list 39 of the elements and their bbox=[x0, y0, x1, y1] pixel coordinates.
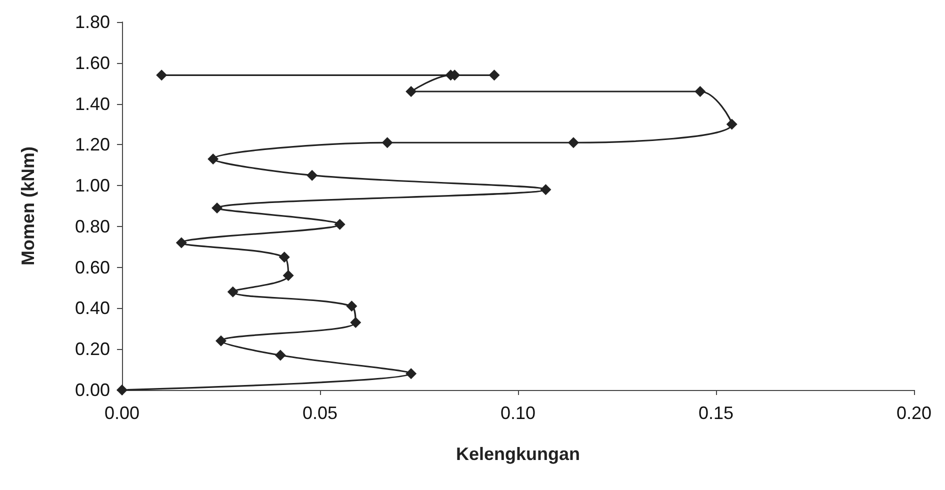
point bbox=[116, 384, 128, 396]
x-tick-label: 0.10 bbox=[500, 403, 536, 423]
x-tick-label: 0.15 bbox=[698, 403, 734, 423]
point bbox=[694, 86, 706, 98]
point bbox=[406, 368, 417, 380]
y-tick-label: 0.00 bbox=[74, 380, 110, 400]
y-tick-label: 1.60 bbox=[74, 52, 110, 73]
y-tick-label: 0.40 bbox=[74, 298, 110, 318]
point bbox=[346, 300, 358, 312]
point bbox=[334, 218, 346, 230]
point bbox=[488, 70, 500, 81]
x-tick-label: 0.00 bbox=[104, 403, 140, 423]
y-tick-label: 0.80 bbox=[74, 216, 110, 236]
x-tick-label: 0.05 bbox=[302, 403, 338, 423]
point bbox=[216, 335, 226, 346]
point bbox=[350, 317, 362, 328]
point bbox=[306, 170, 318, 181]
x-tick-label: 0.20 bbox=[896, 403, 932, 423]
y-tick-label: 1.00 bbox=[74, 176, 110, 196]
point bbox=[282, 270, 294, 282]
point bbox=[227, 286, 238, 298]
y-tick-label: 1.40 bbox=[74, 94, 110, 114]
point bbox=[726, 118, 738, 130]
point bbox=[176, 237, 187, 248]
y-tick-label: 1.80 bbox=[74, 12, 110, 32]
point bbox=[540, 184, 552, 196]
y-tick-label: 0.60 bbox=[74, 257, 110, 278]
y-axis-title: Momen (kNm) bbox=[18, 146, 38, 266]
point bbox=[156, 70, 168, 81]
y-tick-label: 1.20 bbox=[74, 134, 110, 155]
y-tick-label: 0.20 bbox=[74, 339, 110, 360]
point bbox=[212, 202, 223, 214]
point bbox=[406, 86, 417, 98]
point bbox=[274, 350, 286, 361]
point bbox=[382, 137, 393, 148]
x-axis-title: Kelengkungan bbox=[456, 444, 580, 464]
point bbox=[278, 252, 290, 263]
point bbox=[568, 137, 579, 148]
point bbox=[208, 153, 219, 164]
